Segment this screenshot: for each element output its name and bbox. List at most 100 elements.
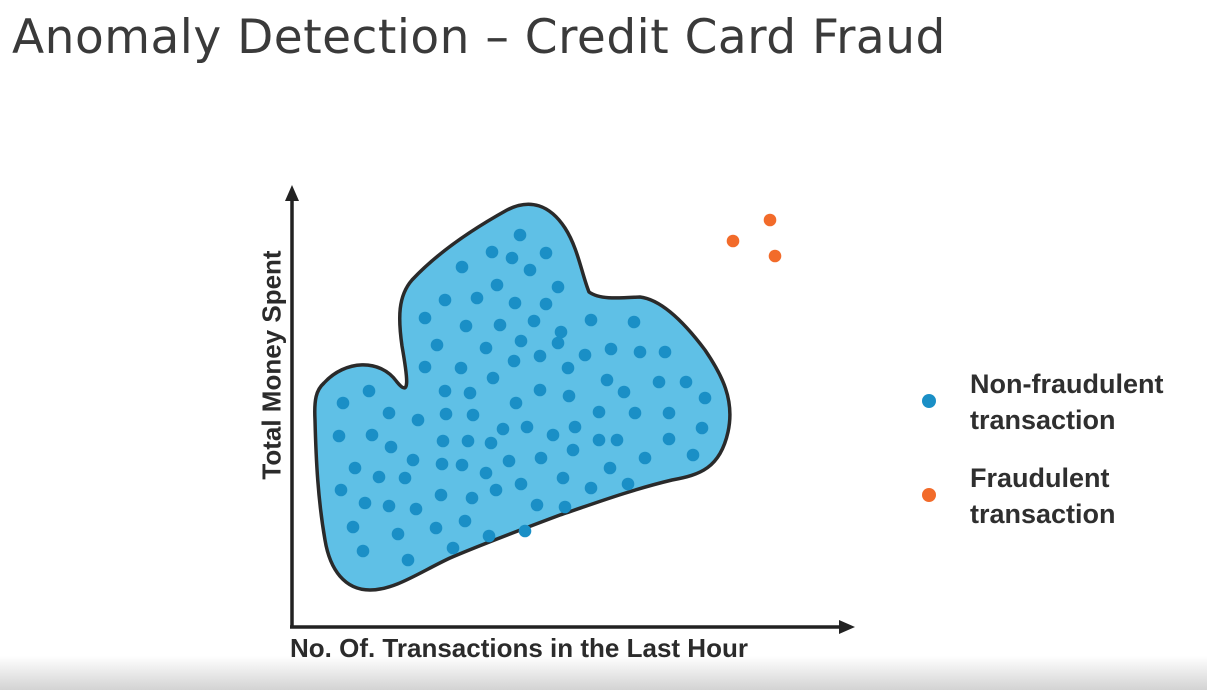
fraud-points [726, 213, 782, 263]
normal-transaction-point [470, 291, 484, 305]
normal-transaction-point [561, 361, 575, 375]
normal-transaction-point [513, 228, 527, 242]
normal-transaction-point [489, 483, 503, 497]
normal-transaction-point [382, 499, 396, 513]
normal-transaction-point [698, 391, 712, 405]
normal-transaction-point [479, 341, 493, 355]
normal-transaction-point [358, 496, 372, 510]
normal-transaction-point [479, 466, 493, 480]
normal-transaction-point [438, 384, 452, 398]
normal-transaction-point [527, 314, 541, 328]
normal-transaction-point [418, 311, 432, 325]
normal-transaction-point [438, 293, 452, 307]
normal-transaction-point [662, 432, 676, 446]
legend: Non-fraudulent transaction Fraudulent tr… [922, 366, 1207, 554]
normal-transaction-point [556, 471, 570, 485]
slide-title: Anomaly Detection – Credit Card Fraud [12, 10, 946, 65]
normal-transaction-point [362, 384, 376, 398]
normal-transaction-point [539, 297, 553, 311]
normal-transaction-point [455, 260, 469, 274]
normal-transaction-point [546, 428, 560, 442]
normal-transaction-point [558, 500, 572, 514]
normal-transaction-point [436, 434, 450, 448]
bottom-shade [0, 656, 1207, 690]
normal-transaction-point [530, 498, 544, 512]
normal-transaction-point [584, 313, 598, 327]
y-axis-label: Total Money Spent [256, 250, 287, 480]
normal-transaction-point [551, 280, 565, 294]
normal-transaction-point [584, 481, 598, 495]
normal-transaction-point [384, 440, 398, 454]
normal-transaction-point [578, 348, 592, 362]
normal-transaction-point [401, 553, 415, 567]
normal-transaction-point [551, 336, 565, 350]
normal-transaction-point [382, 406, 396, 420]
blue-dot-icon [922, 394, 936, 408]
normal-transaction-point [514, 477, 528, 491]
normal-transaction-point [514, 334, 528, 348]
normal-transaction-point [686, 448, 700, 462]
legend-label-non-fraudulent: Non-fraudulent transaction [970, 366, 1207, 438]
normal-transaction-point [348, 461, 362, 475]
normal-transaction-point [459, 319, 473, 333]
normal-transaction-point [490, 278, 504, 292]
normal-transaction-point [454, 361, 468, 375]
normal-transaction-point [409, 502, 423, 516]
normal-transaction-point [429, 521, 443, 535]
normal-transaction-point [533, 349, 547, 363]
legend-line: transaction [970, 405, 1116, 435]
normal-transaction-point [679, 375, 693, 389]
normal-transaction-point [592, 433, 606, 447]
normal-transaction-point [486, 371, 500, 385]
normal-transaction-point [439, 407, 453, 421]
normal-transaction-point [621, 477, 635, 491]
normal-transaction-point [518, 524, 532, 538]
legend-item-fraudulent: Fraudulent transaction [922, 460, 1207, 532]
normal-transaction-point [465, 491, 479, 505]
normal-points [332, 228, 712, 567]
normal-transaction-point [662, 406, 676, 420]
normal-transaction-point [406, 453, 420, 467]
normal-transaction-point [610, 433, 624, 447]
normal-transaction-point [603, 461, 617, 475]
normal-transaction-point [568, 420, 582, 434]
normal-transaction-point [507, 354, 521, 368]
normal-transaction-point [336, 396, 350, 410]
normal-transaction-point [334, 483, 348, 497]
normal-transaction-point [398, 471, 412, 485]
normal-transaction-point [484, 436, 498, 450]
normal-transaction-point [496, 422, 510, 436]
normal-transaction-point [502, 454, 516, 468]
normal-transaction-point [592, 405, 606, 419]
normal-transaction-point [505, 251, 519, 265]
normal-transaction-point [562, 389, 576, 403]
legend-label-fraudulent: Fraudulent transaction [970, 460, 1207, 532]
normal-transaction-point [434, 488, 448, 502]
normal-transaction-point [520, 420, 534, 434]
normal-transaction-point [391, 527, 405, 541]
normal-transaction-point [533, 383, 547, 397]
normal-transaction-point [458, 514, 472, 528]
normal-transaction-point [509, 396, 523, 410]
normal-transaction-point [435, 457, 449, 471]
normal-transaction-point [430, 338, 444, 352]
legend-line: Fraudulent [970, 463, 1110, 493]
normal-transaction-point [523, 263, 537, 277]
normal-transaction-point [332, 429, 346, 443]
normal-transaction-point [455, 458, 469, 472]
normal-transaction-point [539, 246, 553, 260]
axes [285, 185, 855, 634]
normal-transaction-point [485, 245, 499, 259]
normal-transaction-point [463, 386, 477, 400]
normal-transaction-point [418, 360, 432, 374]
x-axis-arrow-icon [839, 620, 855, 634]
normal-transaction-point [446, 541, 460, 555]
normal-transaction-point [461, 434, 475, 448]
normal-transaction-point [372, 470, 386, 484]
normal-transaction-point [695, 421, 709, 435]
fraud-transaction-point [763, 213, 777, 227]
fraud-transaction-point [726, 234, 740, 248]
legend-line: Non-fraudulent [970, 369, 1164, 399]
normal-transaction-point [482, 529, 496, 543]
